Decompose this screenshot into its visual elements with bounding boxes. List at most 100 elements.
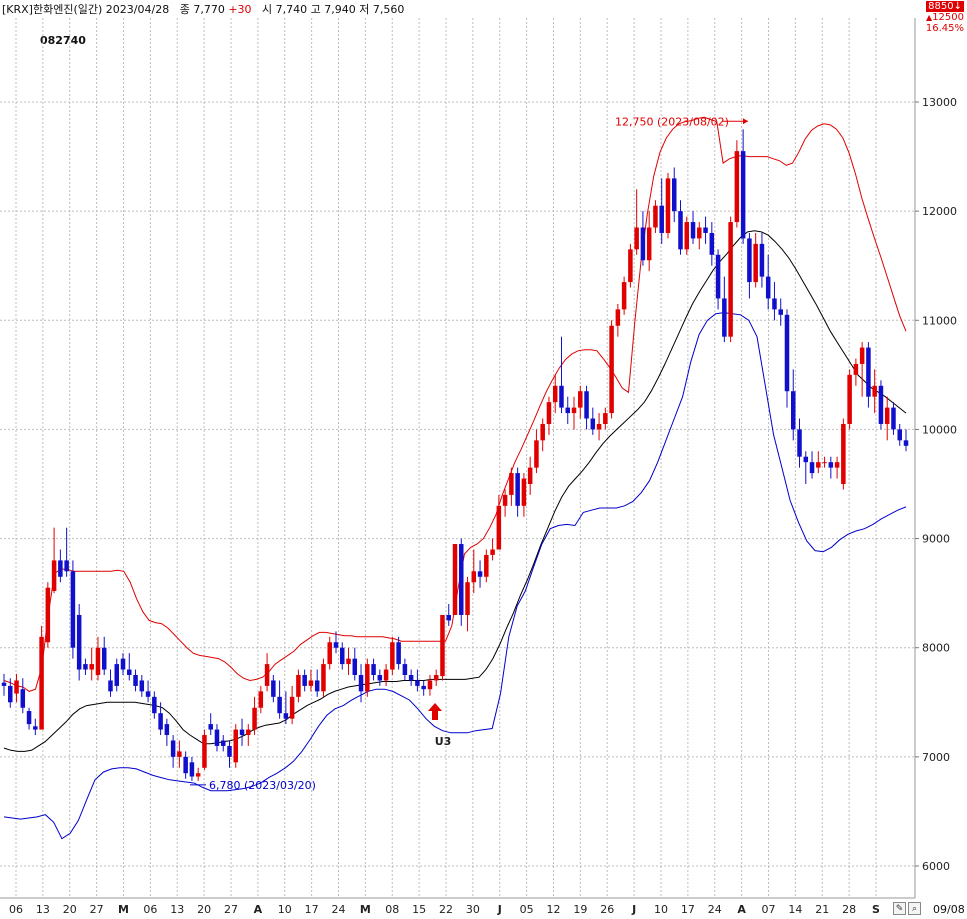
target-percent: 16.45%	[925, 23, 964, 34]
y-tick-label: 6000	[922, 860, 950, 873]
zoom-tool-icon[interactable]: ⌕	[908, 902, 921, 915]
high-arrowhead-icon	[743, 118, 748, 125]
candle-body	[853, 363, 859, 375]
stock-code: 082740	[40, 34, 86, 47]
candle-body	[859, 347, 865, 364]
candle-body	[139, 680, 145, 692]
low-annotation: 6,780 (2023/03/20)	[209, 779, 316, 792]
candle-body	[715, 254, 721, 299]
candle-body	[484, 554, 489, 577]
candle-body	[371, 664, 376, 675]
target-price: 12500	[932, 12, 964, 23]
high-annotation: 12,750 (2023/08/02)	[615, 115, 729, 128]
candle-body	[383, 669, 389, 681]
candle-body	[183, 756, 188, 774]
candle-body	[202, 735, 207, 768]
x-tick-label: A	[737, 903, 746, 916]
candle-body	[446, 614, 451, 621]
candle-body	[459, 544, 464, 615]
candle-body	[402, 664, 408, 675]
candle-body	[690, 222, 696, 239]
candle-body	[258, 691, 264, 708]
draw-tool-icon[interactable]: ✎	[893, 902, 906, 915]
candle-body	[653, 205, 658, 228]
candle-body	[891, 407, 896, 430]
candle-body	[101, 647, 107, 670]
candle-body	[697, 227, 702, 239]
x-tick-label: 20	[197, 903, 211, 916]
candle-body	[765, 276, 771, 299]
candle-body	[634, 227, 639, 250]
candle-body	[740, 151, 746, 239]
candle-body	[377, 675, 383, 681]
x-tick-label: 22	[439, 903, 453, 916]
candle-body	[283, 713, 289, 719]
x-tick-label: 06	[9, 903, 23, 916]
candle-body	[816, 462, 821, 468]
candle-body	[408, 675, 414, 681]
candle-body	[76, 614, 82, 670]
stock-name: 한화엔진(일간)	[32, 3, 103, 16]
candle-body	[609, 325, 614, 414]
candle-body	[20, 689, 26, 708]
header-date: 2023/04/28	[105, 3, 170, 16]
candle-body	[722, 298, 727, 337]
candle-body	[778, 309, 783, 315]
candle-body	[164, 724, 170, 736]
candle-body	[790, 391, 796, 430]
candle-body	[646, 227, 652, 261]
candle-body	[64, 560, 69, 572]
candle-body	[1, 682, 7, 686]
y-tick-label: 13000	[922, 96, 957, 109]
candle-body	[227, 745, 232, 757]
candle-body	[264, 664, 270, 686]
candle-body	[233, 729, 239, 763]
candle-body	[534, 440, 539, 468]
x-tick-label: M	[360, 903, 371, 916]
candle-body	[208, 724, 213, 730]
candle-body	[127, 669, 132, 675]
x-tick-label: 28	[842, 903, 856, 916]
x-tick-label: 10	[278, 903, 292, 916]
candle-body	[822, 462, 827, 464]
candle-body	[552, 385, 558, 403]
candle-body	[145, 691, 151, 697]
x-tick-label: 26	[600, 903, 614, 916]
x-tick-label: J	[631, 903, 636, 916]
candle-body	[578, 391, 583, 408]
candle-body	[89, 664, 94, 670]
x-tick-label: 06	[143, 903, 157, 916]
candle-body	[158, 713, 163, 730]
candle-body	[828, 462, 834, 468]
middle-band-line	[3, 230, 907, 752]
candle-body	[590, 418, 596, 430]
y-tick-label: 8000	[922, 642, 950, 655]
candle-body	[703, 227, 708, 233]
candle-body	[684, 222, 690, 250]
candle-body	[352, 658, 358, 675]
x-tick-label: M	[118, 903, 129, 916]
candle-body	[152, 696, 157, 714]
y-tick-label: 12000	[922, 205, 957, 218]
x-tick-label: A	[254, 903, 263, 916]
x-tick-label: 24	[332, 903, 346, 916]
y-tick-label: 7000	[922, 751, 950, 764]
candle-body	[797, 429, 802, 457]
candle-body	[308, 680, 314, 686]
candle-body	[70, 571, 76, 648]
x-tick-label: S	[872, 903, 880, 916]
candle-body	[45, 587, 51, 643]
candle-body	[872, 385, 877, 397]
candle-body	[220, 740, 226, 746]
candle-body	[678, 211, 683, 250]
candle-body	[728, 222, 733, 337]
candle-body	[571, 407, 577, 414]
candle-body	[903, 440, 909, 446]
candle-body	[95, 647, 101, 675]
low-label: 저	[359, 3, 370, 16]
open-value: 7,740	[275, 3, 308, 16]
candle-body	[665, 178, 671, 233]
up-triangle-icon: ▲	[926, 13, 933, 22]
